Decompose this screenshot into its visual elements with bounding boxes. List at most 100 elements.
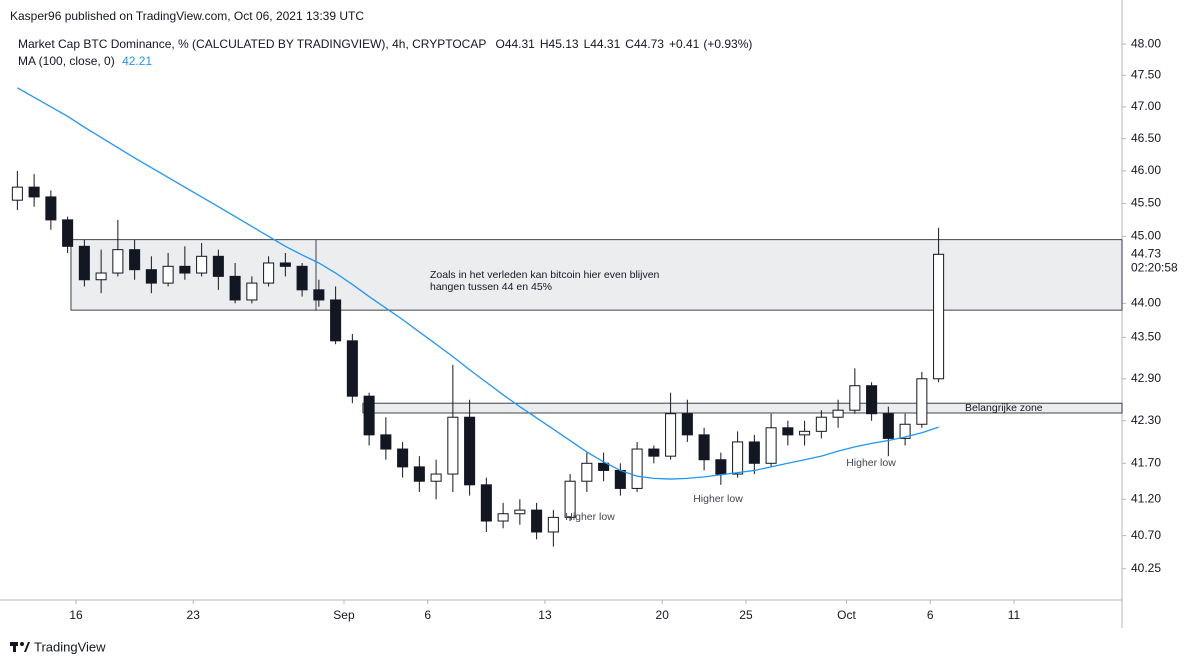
ma-legend: MA (100, close, 0) 42.21: [18, 54, 152, 68]
published: Kasper96 published on TradingView.com, O…: [10, 9, 364, 23]
candle-body: [933, 253, 945, 380]
candle-body: [715, 459, 727, 475]
candle-body: [380, 434, 392, 450]
candle-body: [95, 272, 107, 281]
candle-body: [397, 448, 409, 468]
zone: [70, 239, 1123, 311]
candle-body: [296, 265, 308, 291]
candle-body: [514, 509, 526, 515]
y-tick-label: 42.90: [1131, 371, 1161, 385]
candle-body: [564, 480, 576, 518]
symbol-title: Market Cap BTC Dominance, % (CALCULATED …: [18, 37, 487, 51]
legend-header: Market Cap BTC Dominance, % (CALCULATED …: [18, 37, 752, 51]
ma-line: [17, 87, 939, 480]
candle-body: [430, 473, 442, 482]
candle-body: [665, 413, 677, 457]
candle-body: [497, 513, 509, 522]
zone-label: hangen tussen 44 en 45%: [430, 281, 552, 293]
candle-body: [782, 427, 794, 436]
y-tick-label: 40.70: [1131, 528, 1161, 542]
zone: [362, 402, 1123, 414]
price-label-box: [1123, 246, 1199, 277]
candle-body: [614, 469, 626, 489]
candle-body: [246, 282, 258, 301]
candle-body: [866, 385, 878, 415]
candle-body: [330, 299, 342, 342]
y-tick-label: 41.20: [1131, 491, 1161, 505]
candle-body: [112, 249, 124, 274]
candle-body: [263, 262, 275, 284]
y-tick-label: 47.50: [1131, 67, 1161, 81]
annotation: Higher low: [693, 493, 743, 505]
candle-body: [631, 448, 643, 489]
ohlc-value: 44.73: [633, 37, 664, 51]
y-tick-label: 40.25: [1131, 561, 1161, 575]
zone-label: Zoals in het verleden kan bitcoin hier e…: [430, 269, 660, 281]
candle-body: [648, 448, 660, 457]
x-tick-label: 6: [424, 608, 431, 622]
x-tick-label: 25: [739, 608, 753, 622]
x-tick-label: 11: [1008, 608, 1021, 622]
candle-body: [196, 255, 208, 274]
x-tick-label: 16: [69, 608, 83, 622]
x-tick-label: 20: [656, 608, 670, 622]
candle-body: [62, 219, 74, 247]
candle-body: [279, 262, 291, 267]
footer-logo: [10, 642, 30, 652]
change: +0.41: [668, 37, 700, 51]
candle-body: [229, 275, 241, 301]
ma-value: 42.21: [122, 54, 153, 68]
candle-body: [480, 484, 492, 522]
candle-body: [45, 196, 57, 221]
ohlc-key: H: [539, 37, 549, 51]
candle-body: [78, 245, 90, 281]
candle-body: [799, 430, 811, 436]
candle-body: [129, 249, 141, 271]
change-pct: (+0.93%): [703, 37, 753, 51]
candle-body: [162, 265, 174, 284]
candle-body: [832, 409, 844, 418]
candle-body: [531, 509, 543, 533]
candle-body: [28, 186, 40, 198]
y-tick-label: 44.00: [1131, 296, 1161, 310]
last-price: 44.73: [1131, 246, 1161, 260]
annotation: Higher low: [846, 457, 896, 469]
candle-body: [765, 427, 777, 464]
candle-body: [815, 416, 827, 432]
candle-body: [899, 423, 911, 439]
candle-body: [447, 416, 459, 475]
countdown: 02:20:58: [1131, 260, 1178, 274]
candle-body: [748, 441, 760, 464]
y-tick-label: 47.00: [1131, 99, 1161, 113]
candle-body: [732, 441, 744, 475]
candle-body: [547, 516, 559, 533]
candle-body: [413, 466, 425, 482]
candle-body: [598, 462, 610, 471]
y-tick-label: 42.30: [1131, 413, 1161, 427]
legend-entry: MA (100, close, 0): [18, 54, 115, 68]
candle-body: [212, 255, 224, 277]
candle-body: [849, 385, 861, 411]
ohlc-key: C: [625, 37, 634, 51]
y-tick-label: 46.00: [1131, 163, 1161, 177]
candle-body: [916, 378, 928, 425]
zone-label: Belangrijke zone: [965, 402, 1043, 414]
ohlc-value: 45.13: [548, 37, 579, 51]
annotation: Higher low: [565, 511, 615, 523]
candle-body: [145, 269, 157, 284]
y-tick-label: 48.00: [1131, 36, 1161, 50]
candle-body: [11, 186, 23, 201]
ohlc-value: 44.31: [590, 37, 621, 51]
x-tick-label: 23: [187, 608, 201, 622]
candle-body: [346, 340, 358, 397]
x-tick-label: 6: [927, 608, 934, 622]
ohlc-value: 44.31: [504, 37, 535, 51]
x-tick-label: 13: [538, 608, 552, 622]
candle-body: [681, 413, 693, 436]
y-tick-label: 45.00: [1131, 229, 1161, 243]
brand: TradingView: [34, 639, 106, 654]
candle-body: [581, 462, 593, 482]
candle-body: [464, 416, 476, 486]
y-tick-label: 43.50: [1131, 330, 1161, 344]
